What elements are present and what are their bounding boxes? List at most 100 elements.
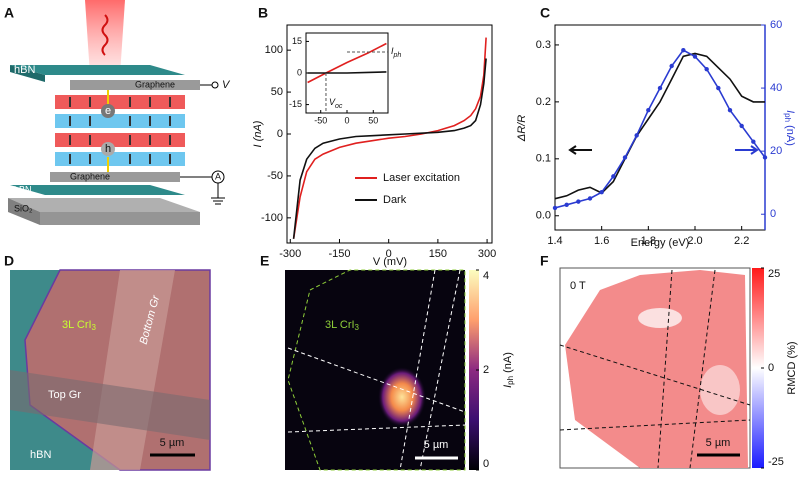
label-part: 3L CrI	[325, 319, 355, 331]
series-marker	[646, 107, 651, 113]
layer-label: hBN	[14, 184, 32, 194]
ammeter-label: A	[215, 171, 221, 181]
layer	[70, 80, 200, 90]
x-tick-label: 1.8	[641, 235, 656, 247]
y2-tick-label: 0	[770, 208, 776, 220]
x-tick-label: 50	[368, 115, 378, 125]
x-tick-label: 0	[386, 248, 392, 260]
label-part: oc	[335, 103, 343, 110]
panel-label: E	[260, 253, 269, 269]
colorbar	[752, 268, 764, 468]
x-tick-label: 300	[478, 248, 496, 260]
label-part: I	[391, 46, 394, 56]
panel-label: D	[4, 253, 14, 269]
material-label: hBN	[30, 449, 51, 461]
y-tick-label: -15	[289, 99, 302, 109]
rmcd-region	[638, 308, 682, 328]
series-marker	[727, 107, 733, 113]
carrier	[101, 104, 115, 118]
series-line	[307, 42, 387, 84]
series-marker	[692, 54, 698, 59]
layer	[10, 65, 185, 75]
layer	[55, 152, 185, 166]
spin-arrows	[69, 97, 171, 164]
x-tick-label: 2.2	[734, 235, 749, 247]
substrate	[8, 198, 40, 225]
panel-a: A hBN Graphene V e h Graphene A hBN SiO₂	[4, 0, 231, 225]
x-tick-label: -50	[314, 115, 327, 125]
label-part: ph	[783, 113, 792, 122]
series-marker	[576, 199, 581, 204]
x-tick-label: 2.0	[687, 235, 702, 247]
ground	[211, 183, 225, 205]
electrode-outline	[287, 269, 466, 471]
electrode	[10, 370, 210, 440]
y-tick-label: 0	[277, 128, 283, 140]
x-tick-label: 0	[344, 115, 349, 125]
x-tick-label: 150	[429, 248, 447, 260]
label-part: I	[784, 110, 796, 113]
label-part: 3L CrI	[62, 319, 92, 331]
photon	[101, 14, 109, 56]
panel-e: E 3L CrI3 5 µm Iph (nA)	[260, 253, 515, 471]
y-tick-label: 50	[271, 86, 283, 98]
colorbar-label: Iph (nA)	[502, 352, 515, 388]
scale-label: 5 µm	[424, 439, 449, 451]
substrate	[8, 198, 200, 212]
series-marker	[739, 123, 744, 129]
series-marker	[762, 155, 768, 160]
photocurrent-map	[285, 270, 465, 470]
series-marker	[599, 189, 604, 195]
x-tick-label: -300	[279, 248, 301, 260]
series-marker	[704, 66, 709, 72]
scale-label: 5 µm	[706, 437, 731, 449]
series-line	[292, 37, 487, 239]
panel-label: A	[4, 5, 14, 21]
layer-label: SiO₂	[14, 203, 33, 213]
series-marker	[564, 202, 569, 207]
colorbar	[469, 270, 479, 470]
colorbar-tick-label: 4	[483, 270, 489, 282]
colorbar-tick-label: 0	[483, 458, 489, 470]
x-tick-label: 1.6	[594, 235, 609, 247]
rmcd-region	[700, 365, 740, 415]
colorbar-tick-label: 0	[768, 362, 774, 374]
series-marker	[669, 63, 674, 69]
label-part: I	[502, 385, 514, 388]
voc-label: Voc	[329, 97, 343, 109]
inset: -50 0 50 -15 0 15 Voc Iph	[289, 32, 401, 125]
series-marker	[634, 133, 639, 138]
series-line	[554, 49, 766, 209]
x-axis-label: V (mV)	[373, 256, 407, 268]
flake-outline	[287, 269, 466, 471]
flake-label: 3L CrI3	[62, 319, 97, 332]
series-marker	[611, 174, 616, 179]
y-tick-label: 0.0	[536, 210, 551, 222]
colorbar-tick-label: -25	[768, 456, 784, 468]
label-part: 3	[92, 323, 97, 332]
colorbar-tick-label: 25	[768, 268, 780, 280]
y2-tick-label: 20	[770, 145, 782, 157]
terminal	[211, 81, 219, 89]
legend-label: Laser excitation	[383, 172, 460, 184]
x-tick-label: -150	[328, 248, 350, 260]
electrode-label: Top Gr	[48, 389, 81, 401]
panel-label: F	[540, 253, 549, 269]
label-part: V	[329, 97, 336, 107]
flake-label: 3L CrI3	[325, 319, 360, 332]
layer	[10, 185, 185, 195]
label-part: 3	[355, 323, 360, 332]
y-tick-label: -100	[261, 212, 283, 224]
carrier-label: h	[105, 143, 111, 155]
series-marker	[552, 205, 558, 211]
layer-label: Graphene	[135, 79, 175, 89]
label-part: ph	[506, 376, 515, 385]
iph-label: Iph	[391, 46, 401, 58]
y-tick-label: 0	[297, 67, 302, 77]
label-part: ph	[393, 52, 402, 59]
label-part: (nA)	[502, 352, 514, 376]
photocurrent-spot	[378, 367, 426, 427]
axis-arrow	[568, 145, 592, 155]
